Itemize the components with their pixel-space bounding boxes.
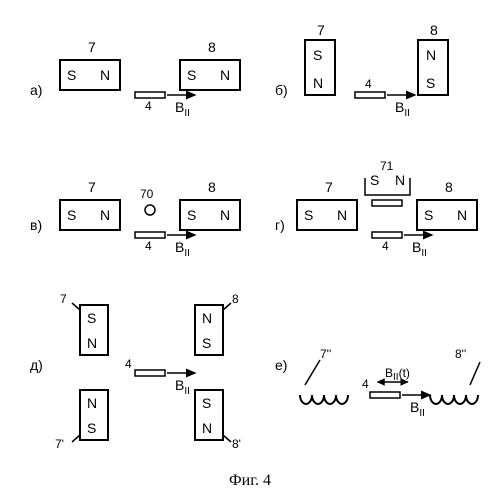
field-label: BII <box>175 377 190 397</box>
inner-field-label: BII(t) <box>385 366 410 383</box>
panel-v: в) S N 7 S N 8 70 4 BII <box>30 179 240 259</box>
pole: S <box>67 67 76 83</box>
top-magnet-body <box>372 200 402 206</box>
pole: N <box>395 172 405 188</box>
pole: N <box>337 207 347 223</box>
lead <box>72 303 80 310</box>
pole: N <box>426 47 436 63</box>
pole: N <box>220 67 230 83</box>
sample-ref: 4 <box>365 77 372 91</box>
pole: N <box>202 420 212 436</box>
lead <box>223 435 231 442</box>
field-label: BII <box>175 239 190 259</box>
field-label: BII <box>175 99 190 119</box>
sample-ref: 4 <box>382 239 389 253</box>
ref: 8 <box>208 39 216 55</box>
sample <box>370 392 400 398</box>
coil-left <box>300 395 348 404</box>
ref: 8' <box>232 437 241 451</box>
pole: S <box>370 172 379 188</box>
wire-circle <box>145 205 155 215</box>
panel-v-label: в) <box>30 217 42 233</box>
pole: S <box>202 335 211 351</box>
panel-e-label: е) <box>275 357 287 373</box>
pole: N <box>100 207 110 223</box>
field-label: BII <box>410 399 425 419</box>
lead <box>72 435 80 442</box>
pole: N <box>87 395 97 411</box>
panel-d: д) S N 7 N S 8 N S 7' S N 8' 4 BII <box>30 292 241 451</box>
coil-right <box>430 395 478 404</box>
panel-b: б) S N 7 N S 8 4 BII <box>275 22 448 119</box>
panel-a-label: а) <box>30 82 42 98</box>
ref: 7 <box>317 22 325 38</box>
ref: 8 <box>232 292 239 306</box>
field-label: BII <box>395 99 410 119</box>
sample <box>135 232 165 238</box>
ref: 7 <box>60 292 67 306</box>
pole: N <box>87 335 97 351</box>
ref: 8 <box>445 179 453 195</box>
figure-caption: Фиг. 4 <box>229 472 271 489</box>
ref: 7' <box>55 437 64 451</box>
pole: S <box>87 420 96 436</box>
wire-ref: 70 <box>140 187 154 201</box>
pole: N <box>202 310 212 326</box>
sample-ref: 4 <box>362 377 369 391</box>
pole: S <box>187 67 196 83</box>
sample <box>135 370 165 376</box>
panel-g: г) S N 7 S N 8 S N 71 4 BII <box>275 159 477 259</box>
pole: S <box>187 207 196 223</box>
pole: S <box>202 395 211 411</box>
ref: 7 <box>88 39 96 55</box>
top-magnet-ref: 71 <box>380 159 394 173</box>
ref: 7 <box>88 179 96 195</box>
sample <box>372 232 402 238</box>
sample <box>355 92 385 98</box>
ref: 7 <box>325 179 333 195</box>
sample-ref: 4 <box>145 239 152 253</box>
panel-g-label: г) <box>275 217 285 233</box>
lead <box>223 303 231 310</box>
sample <box>135 92 165 98</box>
coil-ref: 7'' <box>320 347 331 361</box>
pole: S <box>424 207 433 223</box>
pole: S <box>67 207 76 223</box>
panel-e: е) 7'' 8'' 4 BII(t) BII <box>275 347 480 419</box>
pole: S <box>426 75 435 91</box>
pole: N <box>100 67 110 83</box>
pole: S <box>304 207 313 223</box>
panel-a: а) S N 7 S N 8 4 BII <box>30 39 240 119</box>
coil-ref: 8'' <box>455 347 466 361</box>
lead <box>305 360 320 385</box>
sample-ref: 4 <box>125 357 132 371</box>
pole: S <box>87 310 96 326</box>
ref: 8 <box>430 22 438 38</box>
field-label: BII <box>412 239 427 259</box>
pole: N <box>313 75 323 91</box>
panel-b-label: б) <box>275 82 288 98</box>
pole: N <box>457 207 467 223</box>
pole: S <box>313 47 322 63</box>
panel-d-label: д) <box>30 357 43 373</box>
sample-ref: 4 <box>145 99 152 113</box>
pole: N <box>220 207 230 223</box>
lead <box>470 362 480 385</box>
ref: 8 <box>208 179 216 195</box>
